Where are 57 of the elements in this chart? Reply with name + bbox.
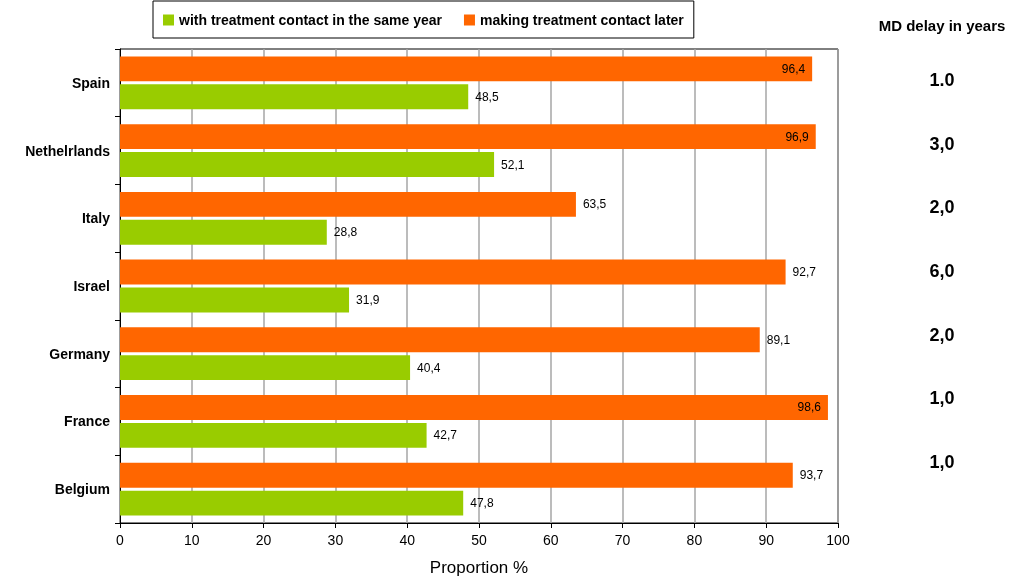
x-tick-label: 30: [327, 532, 344, 548]
x-tick-label: 70: [614, 532, 631, 548]
x-axis-title: Proportion %: [429, 558, 529, 577]
text: 1,0: [929, 388, 955, 409]
x-tick-label: 0: [116, 532, 125, 548]
x-tick-label: 90: [758, 532, 775, 548]
data-label: 96,4: [781, 61, 806, 76]
data-label: 89,1: [766, 332, 791, 347]
text: 2,0: [929, 324, 955, 345]
bar: [120, 462, 793, 488]
text: 3,0: [929, 133, 955, 154]
y-tick-label: Nethelrlands: [25, 142, 111, 159]
bar: [120, 124, 816, 150]
x-tick-label: 10: [184, 532, 200, 548]
bar: [120, 490, 464, 516]
data-label: 31,9: [356, 292, 380, 307]
data-label: 40,4: [417, 360, 441, 375]
bar: [120, 259, 786, 285]
data-label: 63,5: [582, 197, 607, 212]
y-tick-label: Spain: [71, 74, 110, 91]
data-label: 96,9: [785, 129, 810, 144]
data-label: 93,7: [799, 468, 824, 483]
text: 6,0: [929, 261, 955, 281]
data-label: 92,7: [792, 265, 817, 280]
text: MD delay in years: [878, 16, 1006, 34]
bar: [120, 56, 813, 82]
legend-label: making treatment contact later: [479, 12, 685, 28]
data-label: 28,8: [333, 225, 358, 240]
bar: [120, 84, 469, 110]
bar: [120, 327, 760, 353]
bar: [120, 355, 411, 381]
bar: [120, 287, 350, 313]
x-tick-label: 40: [399, 532, 416, 548]
y-tick-label: France: [64, 413, 111, 430]
bar: [120, 152, 495, 177]
bar: [120, 191, 576, 217]
data-label: 98,6: [797, 400, 822, 415]
x-tick-label: 50: [471, 532, 487, 548]
x-tick-label: 20: [255, 532, 272, 548]
bar: [120, 395, 828, 420]
legend-label: with treatment contact in the same year: [178, 12, 443, 28]
y-tick-label: Belgium: [54, 481, 110, 498]
text: 1.0: [929, 70, 955, 90]
y-tick-label: Italy: [81, 210, 111, 227]
data-label: 48,5: [475, 89, 499, 104]
data-label: 42,7: [433, 428, 458, 443]
data-label: 52,1: [501, 157, 525, 172]
x-tick-label: 60: [543, 532, 559, 548]
text: 2,0: [929, 197, 955, 218]
x-tick-label: 80: [686, 532, 703, 548]
x-tick-label: 100: [826, 532, 850, 548]
y-tick-label: Germany: [49, 345, 111, 362]
text: 1,0: [929, 452, 955, 472]
data-label: 47,8: [470, 496, 494, 511]
bar: [120, 219, 327, 245]
y-tick-label: Israel: [73, 278, 110, 294]
bar: [120, 422, 427, 448]
